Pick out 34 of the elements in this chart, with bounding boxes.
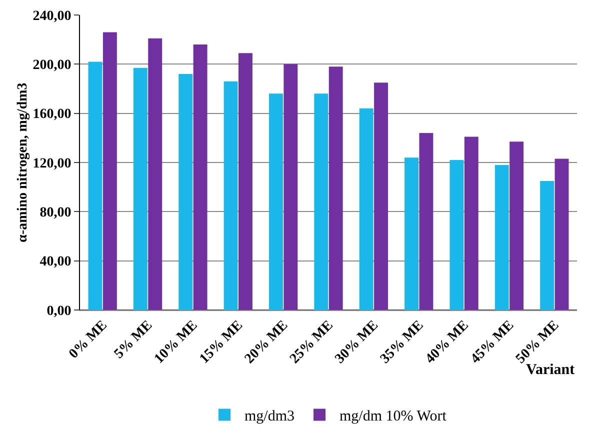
- bar: [540, 180, 554, 310]
- bar: [284, 64, 298, 310]
- bar: [554, 158, 569, 310]
- y-tick-label: 0,00: [46, 304, 72, 319]
- y-tick-label: 120,00: [32, 156, 72, 172]
- bar: [419, 133, 434, 310]
- bar: [450, 160, 464, 310]
- bar: [374, 82, 388, 310]
- bar: [178, 74, 193, 310]
- bar: [133, 68, 148, 310]
- y-tick-label: 80,00: [40, 206, 72, 221]
- x-tick-label: 0% ME: [66, 318, 110, 362]
- bar: [102, 32, 117, 310]
- legend-label: mg/dm3: [244, 408, 295, 425]
- legend-label: mg/dm 10% Wort: [340, 408, 448, 425]
- bar: [314, 94, 328, 310]
- bar: [269, 94, 283, 310]
- bar: [404, 158, 418, 310]
- y-axis-title: α-amino nitrogen, mg/dm3: [16, 82, 31, 242]
- bar: [328, 66, 343, 310]
- y-tick-label: 200,00: [32, 58, 72, 74]
- x-axis-title: Variant: [526, 362, 575, 378]
- y-tick-label: 160,00: [32, 107, 72, 122]
- bar: [148, 38, 162, 310]
- bar: [238, 53, 252, 310]
- bar: [494, 164, 509, 310]
- bar: [88, 62, 102, 310]
- y-tick-label: 40,00: [40, 254, 72, 270]
- bar: [464, 136, 478, 310]
- bar: [193, 44, 208, 310]
- bar: [224, 81, 238, 310]
- bar: [510, 142, 524, 310]
- bar: [359, 108, 374, 310]
- y-tick-label: 240,00: [32, 8, 72, 24]
